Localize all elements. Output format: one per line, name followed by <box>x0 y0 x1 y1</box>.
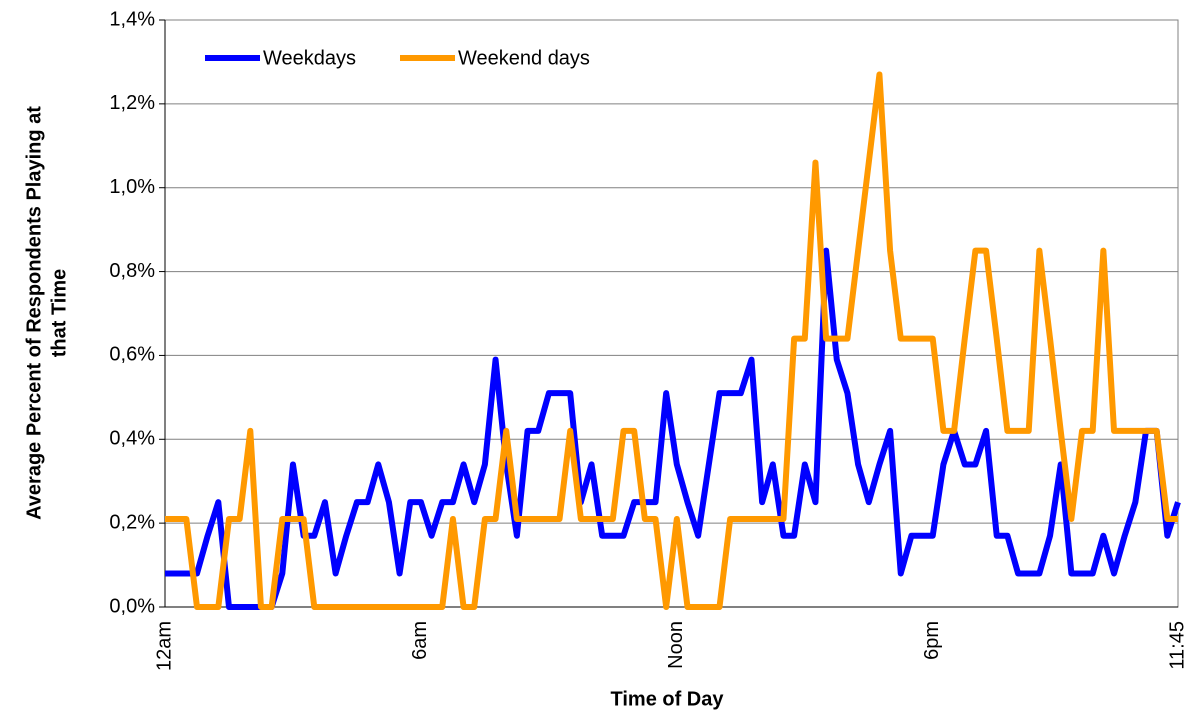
x-tick-label: Noon <box>665 621 687 669</box>
y-tick-label: 1,4% <box>109 8 155 30</box>
x-tick-label: 11:45 <box>1166 621 1187 670</box>
line-series <box>165 71 1178 610</box>
y-tick-label: 0,8% <box>109 260 155 282</box>
y-tick-label: 0,4% <box>109 428 155 450</box>
y-tick-label: 0,0% <box>109 595 155 617</box>
plot-area <box>164 19 1179 608</box>
y-axis-title: Average Percent of Respondents Playing a… <box>23 106 45 520</box>
y-tick-label: 0,6% <box>109 344 155 366</box>
y-tick-label: 1,2% <box>109 92 155 114</box>
x-axis-title: Time of Day <box>611 688 725 710</box>
legend-label: Weekdays <box>263 47 356 69</box>
x-tick-label: 6am <box>409 621 431 660</box>
x-tick-label: 12am <box>153 621 175 671</box>
y-tick-label: 0,2% <box>109 511 155 533</box>
legend-label: Weekend days <box>458 47 590 69</box>
y-tick-label: 1,0% <box>109 176 155 198</box>
line-series <box>165 247 1181 610</box>
y-axis-title: that Time <box>48 269 70 358</box>
x-tick-label: 6pm <box>921 621 943 660</box>
